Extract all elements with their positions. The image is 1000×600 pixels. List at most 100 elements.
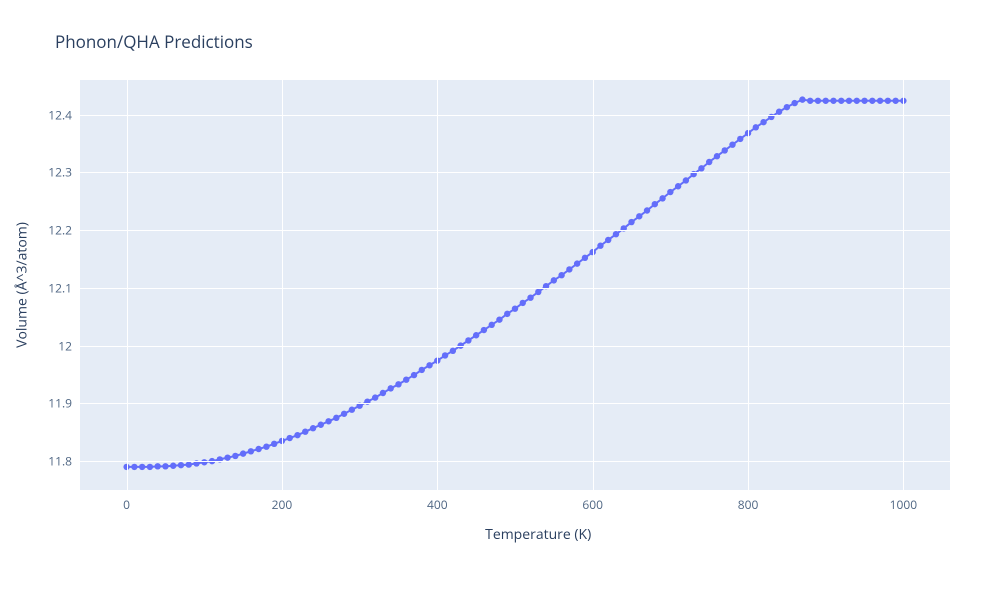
data-marker[interactable]	[753, 124, 759, 130]
data-marker[interactable]	[582, 255, 588, 261]
data-marker[interactable]	[224, 454, 230, 460]
data-marker[interactable]	[551, 277, 557, 283]
gridline-h	[80, 403, 950, 404]
data-marker[interactable]	[310, 425, 316, 431]
data-marker[interactable]	[139, 464, 145, 470]
data-marker[interactable]	[170, 463, 176, 469]
data-marker[interactable]	[869, 98, 875, 104]
x-tick-label: 0	[123, 496, 130, 513]
x-axis-label: Temperature (K)	[485, 525, 591, 544]
data-marker[interactable]	[372, 394, 378, 400]
data-marker[interactable]	[675, 183, 681, 189]
data-marker[interactable]	[628, 219, 634, 225]
data-marker[interactable]	[419, 367, 425, 373]
data-marker[interactable]	[504, 311, 510, 317]
data-marker[interactable]	[737, 136, 743, 142]
data-marker[interactable]	[784, 104, 790, 110]
data-marker[interactable]	[240, 450, 246, 456]
data-marker[interactable]	[815, 98, 821, 104]
data-marker[interactable]	[791, 100, 797, 106]
data-marker[interactable]	[473, 332, 479, 338]
data-marker[interactable]	[605, 237, 611, 243]
data-marker[interactable]	[846, 98, 852, 104]
data-marker[interactable]	[683, 177, 689, 183]
data-marker[interactable]	[287, 435, 293, 441]
data-marker[interactable]	[566, 266, 572, 272]
data-marker[interactable]	[388, 385, 394, 391]
data-marker[interactable]	[838, 98, 844, 104]
data-marker[interactable]	[131, 464, 137, 470]
data-marker[interactable]	[854, 98, 860, 104]
data-marker[interactable]	[178, 462, 184, 468]
data-marker[interactable]	[380, 390, 386, 396]
y-tick-label: 12.3	[48, 164, 72, 181]
data-line[interactable]	[127, 100, 904, 467]
data-marker[interactable]	[333, 415, 339, 421]
data-marker[interactable]	[162, 463, 168, 469]
data-marker[interactable]	[823, 98, 829, 104]
data-marker[interactable]	[403, 377, 409, 383]
y-tick-label: 12.2	[48, 222, 72, 239]
data-marker[interactable]	[318, 422, 324, 428]
data-marker[interactable]	[714, 153, 720, 159]
data-marker[interactable]	[652, 201, 658, 207]
chart-container: Phonon/QHA Predictions Temperature (K) V…	[0, 0, 1000, 600]
data-marker[interactable]	[349, 407, 355, 413]
data-marker[interactable]	[294, 432, 300, 438]
data-marker[interactable]	[147, 464, 153, 470]
data-marker[interactable]	[535, 289, 541, 295]
data-marker[interactable]	[450, 348, 456, 354]
y-tick-label: 12.4	[48, 106, 72, 123]
data-marker[interactable]	[613, 231, 619, 237]
data-marker[interactable]	[520, 300, 526, 306]
data-marker[interactable]	[799, 96, 805, 102]
data-marker[interactable]	[807, 98, 813, 104]
data-marker[interactable]	[706, 159, 712, 165]
data-marker[interactable]	[667, 189, 673, 195]
gridline-h	[80, 172, 950, 173]
gridline-h	[80, 115, 950, 116]
data-marker[interactable]	[861, 98, 867, 104]
data-marker[interactable]	[263, 443, 269, 449]
data-marker[interactable]	[255, 446, 261, 452]
data-marker[interactable]	[892, 98, 898, 104]
data-marker[interactable]	[527, 295, 533, 301]
data-marker[interactable]	[395, 381, 401, 387]
data-marker[interactable]	[442, 352, 448, 358]
data-marker[interactable]	[271, 441, 277, 447]
y-tick-label: 11.8	[48, 453, 72, 470]
data-marker[interactable]	[465, 337, 471, 343]
data-marker[interactable]	[760, 119, 766, 125]
data-marker[interactable]	[574, 260, 580, 266]
data-marker[interactable]	[154, 463, 160, 469]
data-marker[interactable]	[411, 372, 417, 378]
data-marker[interactable]	[597, 243, 603, 249]
data-marker[interactable]	[830, 98, 836, 104]
data-marker[interactable]	[489, 322, 495, 328]
plot-area[interactable]	[80, 80, 950, 490]
gridline-h	[80, 230, 950, 231]
data-marker[interactable]	[341, 411, 347, 417]
data-marker[interactable]	[885, 98, 891, 104]
data-marker[interactable]	[426, 362, 432, 368]
gridline-v	[127, 80, 128, 490]
data-marker[interactable]	[659, 195, 665, 201]
data-marker[interactable]	[232, 453, 238, 459]
chart-title: Phonon/QHA Predictions	[55, 30, 253, 53]
data-marker[interactable]	[558, 272, 564, 278]
data-marker[interactable]	[636, 213, 642, 219]
data-marker[interactable]	[302, 428, 308, 434]
data-marker[interactable]	[698, 165, 704, 171]
data-marker[interactable]	[186, 461, 192, 467]
data-marker[interactable]	[512, 305, 518, 311]
data-marker[interactable]	[644, 207, 650, 213]
data-marker[interactable]	[201, 459, 207, 465]
data-marker[interactable]	[877, 98, 883, 104]
data-marker[interactable]	[481, 327, 487, 333]
data-marker[interactable]	[729, 141, 735, 147]
data-marker[interactable]	[248, 448, 254, 454]
data-marker[interactable]	[722, 147, 728, 153]
data-marker[interactable]	[496, 316, 502, 322]
y-tick-label: 12.1	[48, 279, 72, 296]
data-marker[interactable]	[325, 418, 331, 424]
